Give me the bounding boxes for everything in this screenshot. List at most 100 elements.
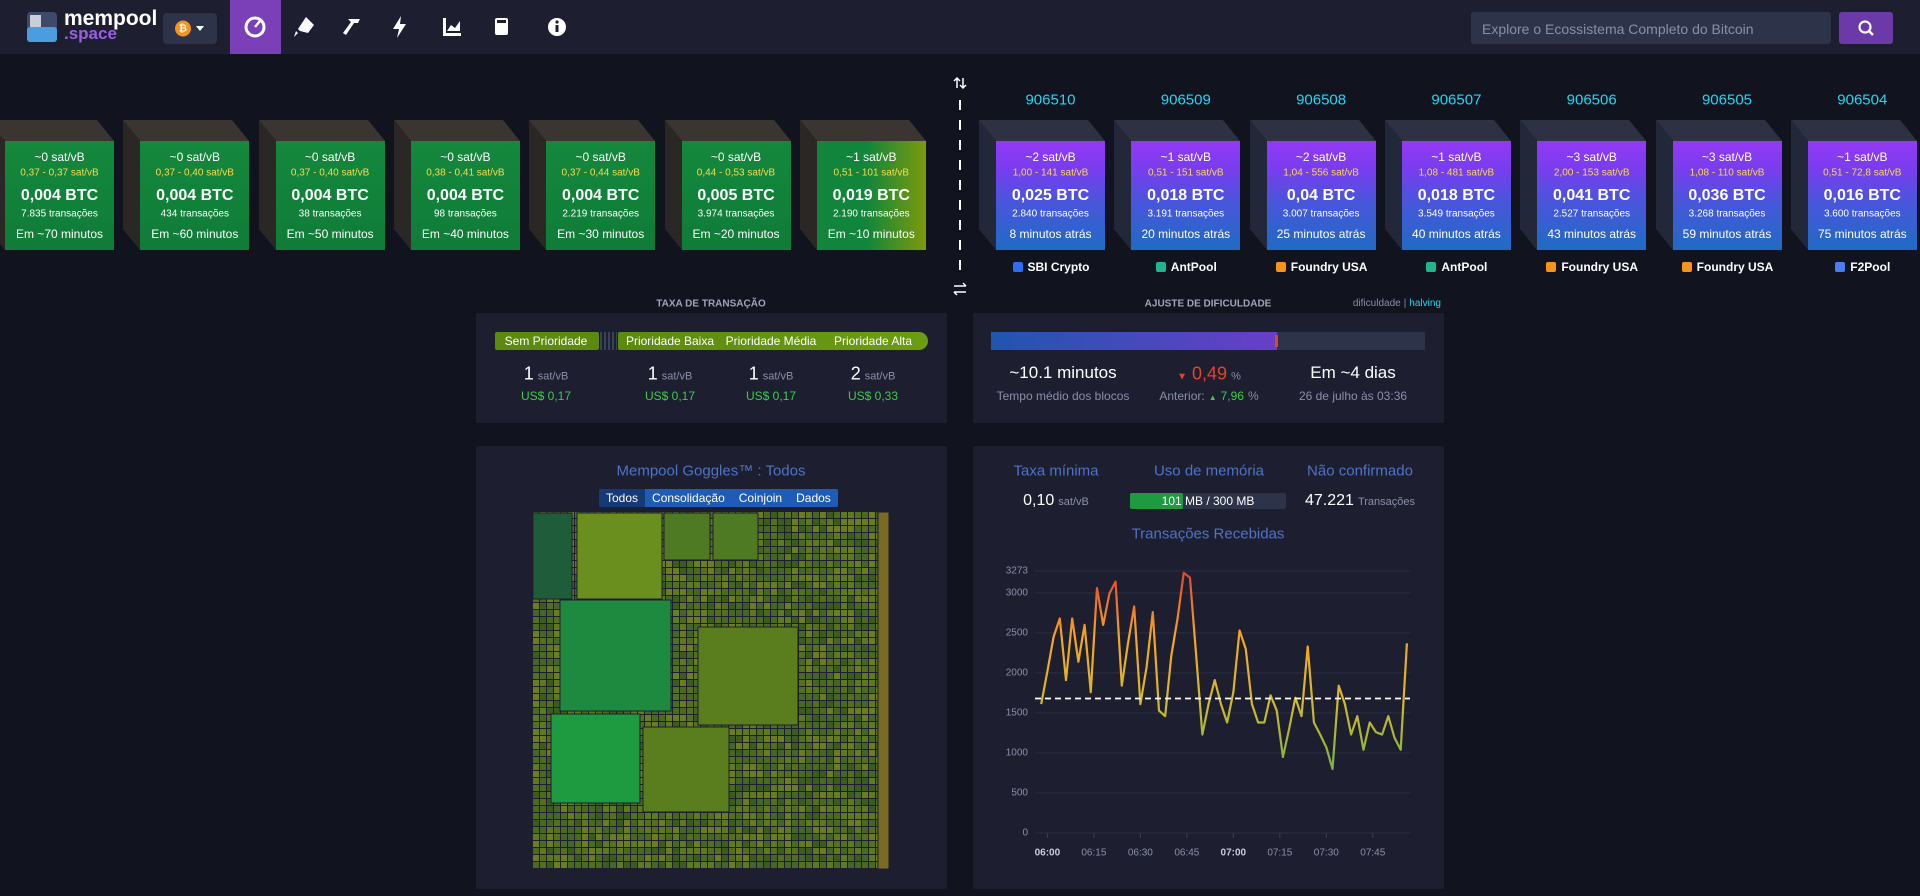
block-side <box>1249 120 1267 250</box>
link[interactable]: dificuldade <box>1352 298 1401 309</box>
block-front[interactable]: ~1 sat/vB 1,08 - 481 sat/vB 0,018 BTC 3.549… <box>1401 141 1511 250</box>
block-front[interactable]: ~2 sat/vB 1,04 - 556 sat/vB 0,04 BTC 3.007 … <box>1266 141 1376 250</box>
tx-cell <box>554 806 560 812</box>
tx-cell <box>750 813 756 819</box>
link[interactable]: halving <box>1409 298 1441 309</box>
tx-cell <box>540 631 546 637</box>
block-front[interactable]: ~0 sat/vB 0,37 - 0,40 sat/vB 0,004 BTC 38 t… <box>275 141 385 250</box>
tx-cell <box>841 778 847 784</box>
goggles-tab[interactable]: Coinjoin <box>731 489 790 507</box>
tx-cell <box>533 771 539 777</box>
block-fee: ~1 sat/vB <box>1431 150 1482 164</box>
block-front[interactable]: ~0 sat/vB 0,38 - 0,41 sat/vB 0,004 BTC 98 t… <box>410 141 520 250</box>
tx-cell <box>855 799 861 805</box>
tx-cell <box>736 617 742 623</box>
tx-cell <box>778 792 784 798</box>
block-faces <box>799 120 926 250</box>
tx-cell <box>820 659 826 665</box>
block-front[interactable]: ~0 sat/vB 0,37 - 0,44 sat/vB 0,004 BTC 2.21… <box>546 141 656 250</box>
tx-cell <box>799 582 805 588</box>
tx-cell <box>771 785 777 791</box>
tx-cell <box>820 694 826 700</box>
tx-cell <box>792 575 798 581</box>
tx-cell <box>827 834 833 840</box>
tx-cell <box>848 687 854 693</box>
tx-cell <box>834 659 840 665</box>
block-front[interactable]: ~3 sat/vB 1,08 - 110 sat/vB 0,036 BTC 3.268… <box>1672 141 1782 250</box>
tx-cell <box>673 715 679 721</box>
tx-cell <box>736 589 742 595</box>
block-fee: ~3 sat/vB <box>1701 150 1753 164</box>
tx-cell <box>855 540 861 546</box>
tx-cell <box>806 547 812 553</box>
tx-cell <box>771 533 777 539</box>
tx-cell <box>834 589 840 595</box>
block-front[interactable]: ~0 sat/vB 0,44 - 0,53 sat/vB 0,005 BTC 3.97… <box>681 141 791 250</box>
tx-cell <box>806 701 812 707</box>
tx-cell <box>645 722 651 728</box>
tx-cell <box>806 687 812 693</box>
tx-cell <box>778 764 784 770</box>
search-box[interactable]: Explore o Ecossistema Completo do Bitcoi… <box>1471 12 1831 44</box>
tx-cell <box>736 764 742 770</box>
tx-cell <box>540 792 546 798</box>
block-front[interactable]: ~2 sat/vB 1,00 - 141 sat/vB 0,025 BTC 2.840… <box>996 141 1105 250</box>
tx-cell <box>729 729 735 735</box>
block-front[interactable]: ~0 sat/vB 0,37 - 0,37 sat/vB 0,004 BTC 7.83… <box>5 141 114 250</box>
tx-cell <box>736 792 742 798</box>
tx-cell <box>806 526 812 532</box>
tx-cell <box>757 841 763 847</box>
difficulty-progress <box>991 332 1278 350</box>
goggles-tab[interactable]: Todos <box>599 489 646 507</box>
block-front[interactable]: ~1 sat/vB 0,51 - 72,8 sat/vB 0,016 BTC 3.60… <box>1807 141 1917 250</box>
tx-cell <box>771 519 777 525</box>
tx-cell <box>708 526 714 532</box>
block-front[interactable]: ~0 sat/vB 0,37 - 0,40 sat/vB 0,004 BTC 434 … <box>140 141 250 250</box>
tx-cell <box>841 729 847 735</box>
nav-icons[interactable] <box>230 0 570 54</box>
tx-cell <box>680 575 686 581</box>
tx-cell <box>855 743 861 749</box>
block-front[interactable]: ~1 sat/vB 0,51 - 151 sat/vB 0,018 BTC 3.191… <box>1131 141 1241 250</box>
tx-cell <box>673 603 679 609</box>
tx-cell <box>799 526 805 532</box>
tx-cell <box>701 603 707 609</box>
tx-cell <box>540 659 546 665</box>
tx-cell <box>757 582 763 588</box>
goggles-tab[interactable]: Dados <box>789 489 838 507</box>
tx-cell <box>750 771 756 777</box>
tx-cell <box>743 589 749 595</box>
tx-cell <box>540 820 546 826</box>
tx-cell <box>547 645 553 651</box>
tx-block <box>642 726 730 813</box>
tx-cell <box>743 750 749 756</box>
block-faces <box>0 120 114 250</box>
tx-cell <box>799 596 805 602</box>
tx-cell <box>554 638 560 644</box>
tx-cell <box>862 785 868 791</box>
tx-cell <box>533 617 539 623</box>
search-button[interactable] <box>1839 12 1893 44</box>
tx-cell <box>750 596 756 602</box>
block-front[interactable]: ~1 sat/vB 0,51 - 101 sat/vB 0,019 BTC 2.190… <box>816 141 926 250</box>
tx-cell <box>813 533 819 539</box>
tx-cell <box>855 645 861 651</box>
block-front[interactable]: ~3 sat/vB 2,00 - 153 sat/vB 0,041 BTC 2.527… <box>1537 141 1647 250</box>
tx-cell <box>862 694 868 700</box>
block-tx-count: 434 transações <box>160 208 229 220</box>
tx-cell <box>533 715 539 721</box>
tx-cell <box>771 596 777 602</box>
tx-cell <box>862 764 868 770</box>
goggles-title[interactable]: Mempool Goggles™ : Todos <box>616 462 806 480</box>
tx-cell <box>533 855 539 861</box>
tx-cell <box>645 813 651 819</box>
network-selector[interactable]: ₿ <box>163 13 217 44</box>
tx-cell <box>729 855 735 861</box>
tx-cell <box>862 561 868 567</box>
tx-cell <box>834 582 840 588</box>
tx-cell <box>820 862 826 868</box>
tx-cell <box>827 519 833 525</box>
goggles-tab[interactable]: Consolidação <box>645 489 732 507</box>
tx-cell <box>848 715 854 721</box>
tx-cell <box>799 666 805 672</box>
